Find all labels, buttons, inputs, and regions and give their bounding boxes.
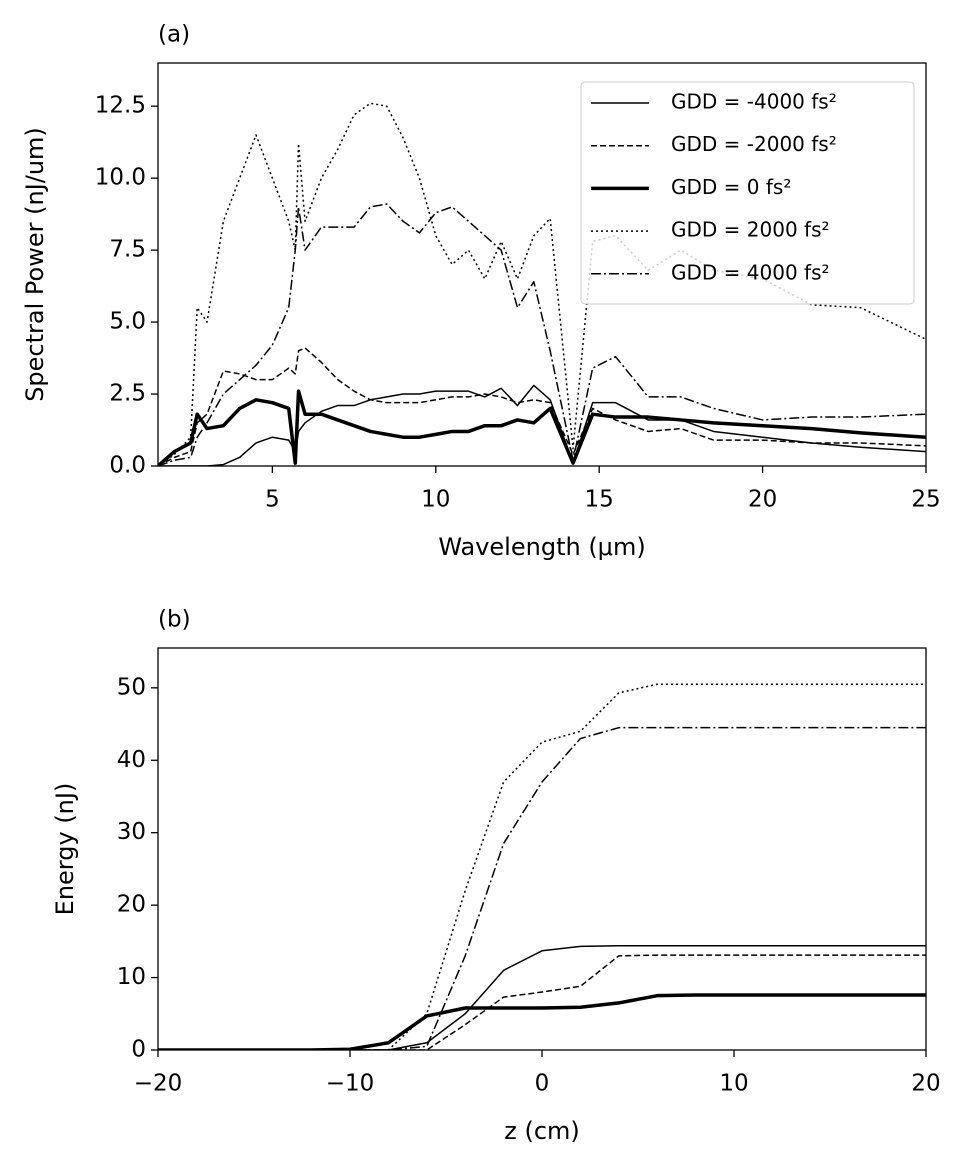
y-axis-label: Spectral Power (nJ/um) xyxy=(21,127,49,402)
y-tick-label: 10.0 xyxy=(95,165,146,191)
panel-title: (a) xyxy=(158,22,190,48)
data-line xyxy=(158,102,926,466)
y-tick-label: 12.5 xyxy=(95,93,146,119)
legend-label: GDD = 2000 fs² xyxy=(671,218,830,242)
x-axis-label: z (cm) xyxy=(504,1117,580,1145)
data-line xyxy=(158,389,926,466)
x-tick-label: 10 xyxy=(421,487,450,513)
y-tick-label: 40 xyxy=(117,747,146,773)
data-line xyxy=(158,384,926,466)
y-tick-label: 0 xyxy=(131,1037,146,1063)
y-tick-label: 2.5 xyxy=(109,381,146,407)
data-line xyxy=(158,993,926,1050)
y-tick-label: 7.5 xyxy=(109,237,146,263)
data-line xyxy=(158,347,926,466)
x-axis-label: Wavelength (μm) xyxy=(438,533,645,561)
axes-frame xyxy=(157,647,927,1051)
x-tick-label: 0 xyxy=(535,1071,550,1097)
data-line xyxy=(158,954,926,1050)
y-tick-label: 50 xyxy=(117,674,146,700)
y-axis-label: Energy (nJ) xyxy=(51,783,79,916)
legend-label: GDD = -4000 fs² xyxy=(671,90,837,114)
legend-label: GDD = 4000 fs² xyxy=(671,260,830,284)
y-tick-label: 30 xyxy=(117,819,146,845)
y-tick-label: 10 xyxy=(117,964,146,990)
x-tick-label: −20 xyxy=(134,1071,183,1097)
axes-frame xyxy=(157,62,927,467)
panel-title: (b) xyxy=(158,607,191,633)
legend: GDD = -4000 fs² GDD = -2000 fs² GDD = 0 fs… xyxy=(580,81,915,305)
legend-label: GDD = 0 fs² xyxy=(671,175,791,199)
legend-label: GDD = -2000 fs² xyxy=(671,132,837,156)
y-tick-label: 5.0 xyxy=(109,309,146,335)
x-tick-label: 15 xyxy=(585,487,614,513)
x-tick-label: 20 xyxy=(911,1071,940,1097)
x-tick-label: 20 xyxy=(748,487,777,513)
x-tick-label: 5 xyxy=(265,487,280,513)
data-line xyxy=(158,944,926,1050)
y-tick-label: 0.0 xyxy=(109,453,146,479)
x-tick-label: −10 xyxy=(326,1071,375,1097)
legend-frame xyxy=(580,81,915,305)
x-tick-label: 25 xyxy=(911,487,940,513)
x-tick-label: 10 xyxy=(719,1071,748,1097)
y-tick-label: 20 xyxy=(117,892,146,918)
data-line xyxy=(158,726,926,1050)
data-line xyxy=(158,203,926,466)
